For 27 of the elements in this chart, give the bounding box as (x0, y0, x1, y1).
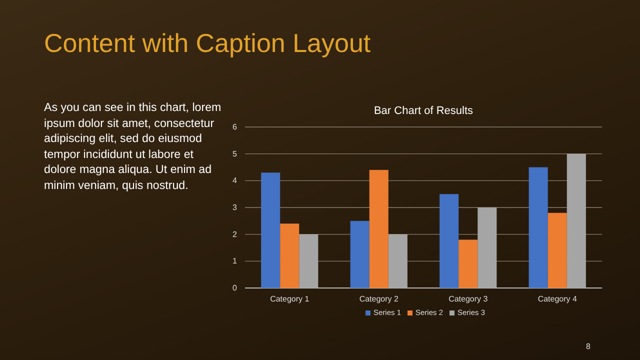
bar (458, 240, 478, 288)
bar (388, 234, 408, 288)
y-tick-label: 1 (232, 256, 238, 266)
x-tick-label: Category 3 (448, 294, 488, 304)
bar (369, 170, 388, 288)
bar (440, 194, 459, 288)
chart-title: Bar Chart of Results (374, 105, 474, 117)
x-tick-label: Category 2 (359, 294, 399, 304)
x-tick-label: Category 4 (538, 294, 578, 304)
y-tick-label: 6 (232, 122, 238, 132)
y-tick-label: 0 (232, 284, 238, 293)
text: 8 (586, 342, 590, 351)
y-tick-label: 4 (232, 176, 238, 186)
bar (261, 172, 280, 288)
text: As you can see in this chart, lorem ipsum dolor sit amet, consectetur adipiscing elit, sed do eiusmod tempor incididunt ut labore et dolore magna aliqua. Ut enim ad minim veniam, quis nostrud. (44, 100, 222, 193)
y-tick-label: 3 (232, 203, 238, 212)
text: Content with Caption Layout (44, 28, 371, 59)
bar (299, 234, 318, 288)
bar (478, 208, 497, 288)
bar (350, 220, 370, 288)
bar (280, 224, 300, 288)
y-tick-label: 2 (232, 230, 238, 239)
bar (566, 154, 586, 288)
bar (528, 167, 548, 288)
bar (548, 212, 567, 288)
y-tick-label: 5 (232, 149, 238, 158)
x-tick-label: Category 1 (270, 294, 310, 304)
